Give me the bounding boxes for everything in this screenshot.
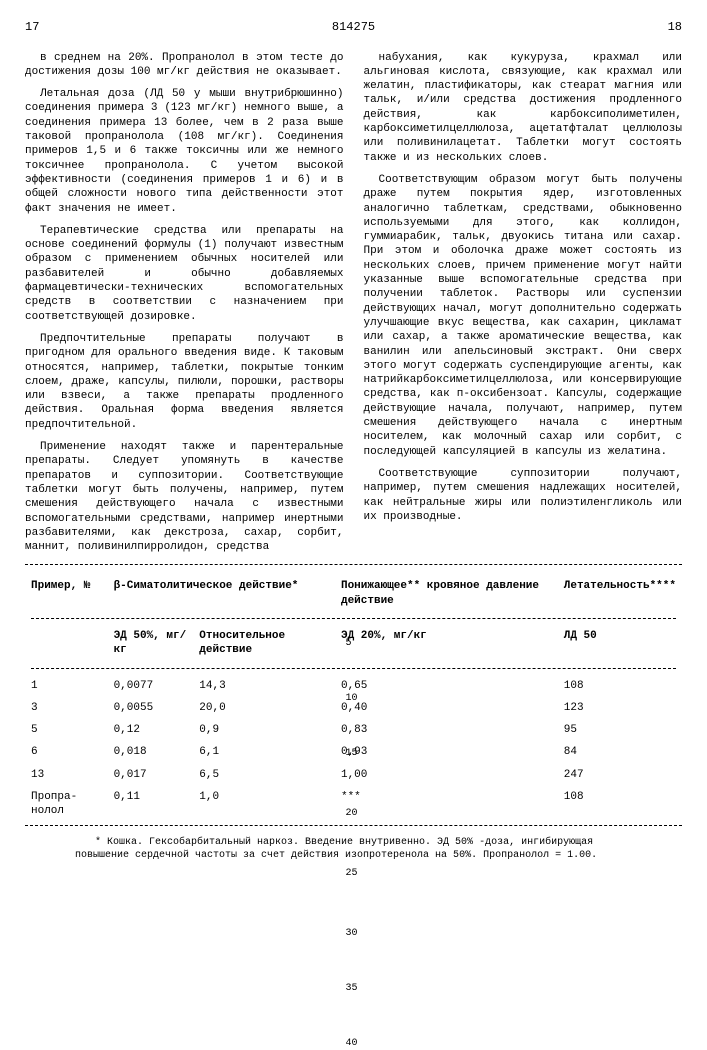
table-cell: 0,83 bbox=[335, 719, 558, 741]
table-cell: 0,93 bbox=[335, 741, 558, 763]
text-columns: в среднем на 20%. Пропранолол в этом тес… bbox=[25, 51, 682, 563]
table-cell: 0,9 bbox=[193, 719, 335, 741]
table-cell: 0,0055 bbox=[108, 697, 194, 719]
table-header: Летательность**** bbox=[558, 575, 682, 612]
line-number: 30 bbox=[346, 927, 358, 940]
page-header: 17 814275 18 bbox=[25, 20, 682, 36]
table-header: β-Симатолитическое действие* bbox=[108, 575, 335, 612]
page-num-left: 17 bbox=[25, 20, 39, 36]
line-number: 10 bbox=[346, 692, 358, 705]
table-divider bbox=[25, 564, 682, 565]
line-number: 35 bbox=[346, 982, 358, 995]
table-cell: 1,00 bbox=[335, 764, 558, 786]
line-number: 25 bbox=[346, 867, 358, 880]
page-num-right: 18 bbox=[668, 20, 682, 36]
line-number: 5 bbox=[346, 637, 352, 650]
table-cell: 6,5 bbox=[193, 764, 335, 786]
table-cell: 5 bbox=[25, 719, 108, 741]
table-subheader: ЭД 50%, мг/кг bbox=[108, 625, 194, 662]
table-cell: 84 bbox=[558, 741, 682, 763]
table-header-row: Пример, № β-Симатолитическое действие* П… bbox=[25, 575, 682, 612]
paragraph: Летальная доза (ЛД 50 у мыши внутрибрюши… bbox=[25, 87, 344, 216]
table-cell: 0,11 bbox=[108, 786, 194, 823]
line-number: 20 bbox=[346, 807, 358, 820]
line-number: 40 bbox=[346, 1037, 358, 1050]
right-column: набухания, как кукуруза, крахмал или аль… bbox=[364, 51, 683, 563]
table-cell: 0,017 bbox=[108, 764, 194, 786]
table-cell: 1,0 bbox=[193, 786, 335, 823]
paragraph: Соответствующие суппозитории получают, н… bbox=[364, 467, 683, 524]
table-cell: 0,0077 bbox=[108, 675, 194, 697]
paragraph: Предпочтительные препараты получают в пр… bbox=[25, 332, 344, 432]
table-cell: 3 bbox=[25, 697, 108, 719]
table-cell: *** bbox=[335, 786, 558, 823]
table-cell: Пропра-нолол bbox=[25, 786, 108, 823]
table-cell: 0,018 bbox=[108, 741, 194, 763]
left-column: в среднем на 20%. Пропранолол в этом тес… bbox=[25, 51, 344, 563]
table-subheader-row: ЭД 50%, мг/кг Относительное действие ЭД … bbox=[25, 625, 682, 662]
table-footnote: * Кошка. Гексобарбитальный наркоз. Введе… bbox=[25, 836, 682, 862]
table-cell: 0,12 bbox=[108, 719, 194, 741]
table-cell: 123 bbox=[558, 697, 682, 719]
paragraph: в среднем на 20%. Пропранолол в этом тес… bbox=[25, 51, 344, 80]
table-subheader: Относительное действие bbox=[193, 625, 335, 662]
table-cell: 0,65 bbox=[335, 675, 558, 697]
table-cell: 247 bbox=[558, 764, 682, 786]
table-row: 13 0,017 6,5 1,00 247 bbox=[25, 764, 682, 786]
table-subheader: ЭД 20%, мг/кг bbox=[335, 625, 558, 662]
table-cell: 6,1 bbox=[193, 741, 335, 763]
paragraph: набухания, как кукуруза, крахмал или аль… bbox=[364, 51, 683, 165]
document-number: 814275 bbox=[332, 20, 375, 36]
table-cell: 14,3 bbox=[193, 675, 335, 697]
table-subheader: ЛД 50 bbox=[558, 625, 682, 662]
table-header: Пример, № bbox=[25, 575, 108, 612]
table-cell: 95 bbox=[558, 719, 682, 741]
table-cell: 20,0 bbox=[193, 697, 335, 719]
table-divider bbox=[25, 825, 682, 826]
table-cell: 108 bbox=[558, 675, 682, 697]
paragraph: Соответствующим образом могут быть получ… bbox=[364, 173, 683, 459]
table-cell: 0,40 bbox=[335, 697, 558, 719]
table-cell: 108 bbox=[558, 786, 682, 823]
table-cell: 1 bbox=[25, 675, 108, 697]
paragraph: Применение находят также и парентеральны… bbox=[25, 440, 344, 554]
table-cell: 13 bbox=[25, 764, 108, 786]
table-cell: 6 bbox=[25, 741, 108, 763]
line-number: 15 bbox=[346, 747, 358, 760]
table-header: Понижающее** кровяное давление действие bbox=[335, 575, 558, 612]
paragraph: Терапевтические средства или препараты н… bbox=[25, 224, 344, 324]
table-row: 5 0,12 0,9 0,83 95 bbox=[25, 719, 682, 741]
